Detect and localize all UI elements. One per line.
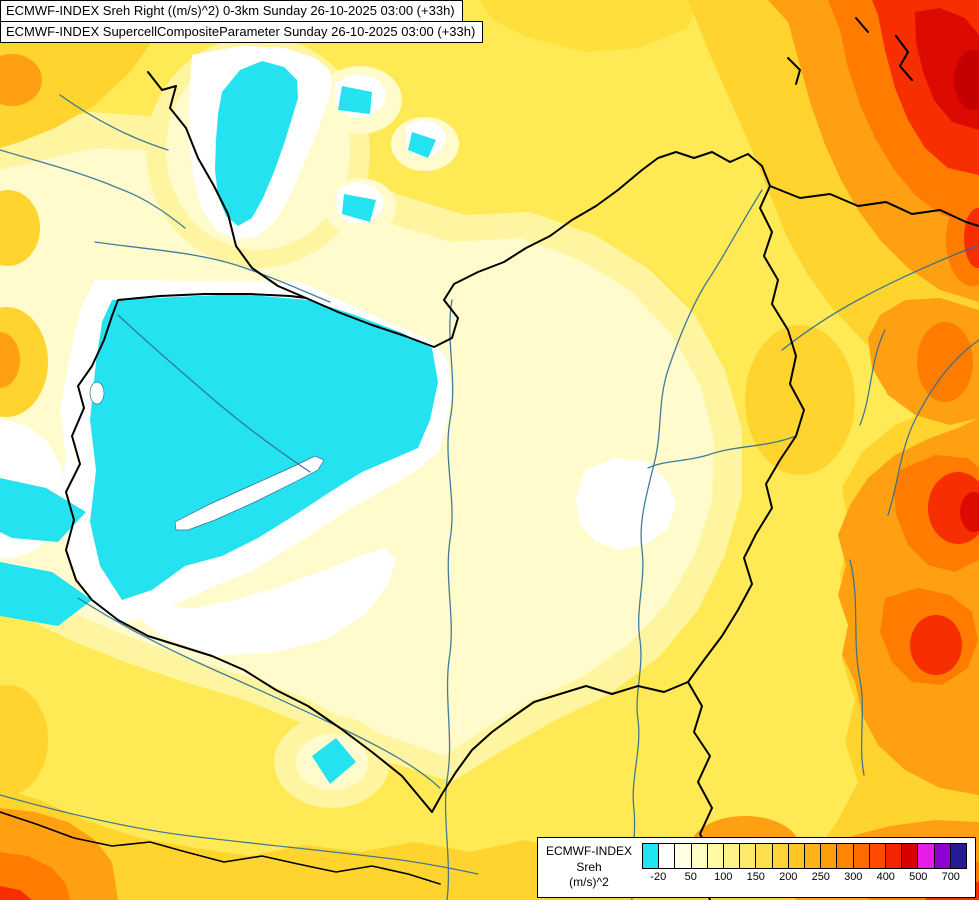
legend-color-cell bbox=[901, 844, 918, 868]
border-fragment bbox=[787, 57, 801, 85]
lake-balaton bbox=[174, 455, 325, 531]
legend-tick-label: 400 bbox=[876, 871, 895, 883]
river-koros bbox=[647, 435, 797, 469]
river-tisza bbox=[630, 189, 763, 900]
legend-color-cell bbox=[868, 844, 886, 868]
legend-color-cell bbox=[755, 844, 772, 868]
legend-color-cell bbox=[643, 844, 659, 868]
legend-title-line2: Sreh bbox=[576, 859, 602, 874]
river-danube-south bbox=[444, 299, 454, 900]
river-raba bbox=[117, 314, 311, 473]
lake-neusiedl bbox=[89, 381, 105, 405]
border-fragment bbox=[855, 17, 869, 33]
country-borders bbox=[0, 17, 979, 900]
lakes bbox=[89, 381, 325, 531]
legend-title-line3: (m/s)^2 bbox=[569, 875, 609, 890]
gold-band-region bbox=[0, 685, 48, 795]
rivers bbox=[0, 94, 979, 900]
cyan-region bbox=[222, 146, 248, 168]
legend-tick-label: 100 bbox=[714, 871, 733, 883]
legend-color-cell bbox=[739, 844, 756, 868]
header-line1: ECMWF-INDEX Sreh Right ((m/s)^2) 0-3km S… bbox=[0, 0, 463, 22]
legend-color-cell bbox=[949, 844, 967, 868]
header-line2: ECMWF-INDEX SupercellCompositeParameter … bbox=[0, 21, 484, 43]
gold-band-region bbox=[0, 307, 48, 417]
cyan-region bbox=[0, 562, 92, 626]
legend-color-cell bbox=[658, 844, 675, 868]
border-bottom-left bbox=[0, 811, 441, 885]
legend-color-cell bbox=[885, 844, 902, 868]
deep-orange-region bbox=[917, 322, 973, 402]
river-sava bbox=[0, 794, 479, 875]
legend-tick-label: 250 bbox=[811, 871, 830, 883]
gold-band-region bbox=[745, 325, 855, 475]
cyan-region bbox=[408, 132, 436, 158]
legend-color-cell bbox=[771, 844, 788, 868]
border-fragment bbox=[895, 35, 913, 81]
cyan-region bbox=[215, 61, 298, 226]
legend-color-cell bbox=[852, 844, 869, 868]
gold-band-region bbox=[480, 0, 700, 52]
legend-tick-label: 300 bbox=[844, 871, 863, 883]
legend-color-cell bbox=[723, 844, 740, 868]
legend-colorbar bbox=[642, 843, 967, 869]
legend-tick-label: 200 bbox=[779, 871, 798, 883]
legend-tick-label: 150 bbox=[746, 871, 765, 883]
legend-color-cell bbox=[690, 844, 707, 868]
legend-color-cell bbox=[804, 844, 821, 868]
river-danube-upper bbox=[94, 241, 331, 303]
river bbox=[887, 339, 979, 516]
deep-orange-region bbox=[0, 852, 70, 900]
river bbox=[0, 149, 186, 229]
cyan-region bbox=[338, 86, 372, 114]
legend-title: ECMWF-INDEX Sreh (m/s)^2 bbox=[538, 838, 640, 897]
legend-scale: -20 50 100 150 200 250 300 400 500 700 bbox=[640, 838, 975, 897]
white-band-region bbox=[576, 458, 676, 550]
river bbox=[859, 329, 886, 426]
cyan-region bbox=[0, 478, 86, 542]
red-region bbox=[910, 615, 962, 675]
river-drava bbox=[77, 597, 441, 789]
legend-tick-label: -20 bbox=[650, 871, 667, 883]
legend-box: ECMWF-INDEX Sreh (m/s)^2 -20 50 100 150 200 2… bbox=[537, 837, 976, 898]
dark-red-region bbox=[954, 50, 979, 110]
legend-color-cell bbox=[674, 844, 691, 868]
legend-color-cell bbox=[706, 844, 724, 868]
legend-ticks: -20 50 100 150 200 250 300 400 500 700 bbox=[642, 869, 967, 887]
orange-band-region bbox=[0, 332, 20, 388]
legend-tick-label: 700 bbox=[941, 871, 960, 883]
legend-tick-label: 50 bbox=[684, 871, 697, 883]
border-south-west bbox=[65, 293, 433, 813]
red-region bbox=[0, 886, 32, 900]
river bbox=[849, 559, 865, 776]
legend-color-cell bbox=[933, 844, 950, 868]
legend-tick-label: 500 bbox=[909, 871, 928, 883]
cyan-region bbox=[342, 194, 376, 222]
legend-color-cell bbox=[820, 844, 837, 868]
header: ECMWF-INDEX Sreh Right ((m/s)^2) 0-3km S… bbox=[0, 0, 484, 43]
orange-band-region bbox=[0, 54, 42, 106]
gold-band-region bbox=[0, 190, 40, 266]
legend-color-cell bbox=[787, 844, 805, 868]
border-north-east bbox=[147, 71, 805, 813]
border-northeast-line bbox=[769, 185, 979, 227]
river bbox=[781, 244, 979, 351]
dark-red-region bbox=[960, 492, 979, 532]
legend-color-cell bbox=[836, 844, 853, 868]
legend-color-cell bbox=[917, 844, 934, 868]
cyan-region bbox=[312, 738, 356, 784]
legend-title-line1: ECMWF-INDEX bbox=[546, 844, 632, 859]
river bbox=[59, 94, 169, 151]
white-band-region bbox=[120, 548, 396, 656]
